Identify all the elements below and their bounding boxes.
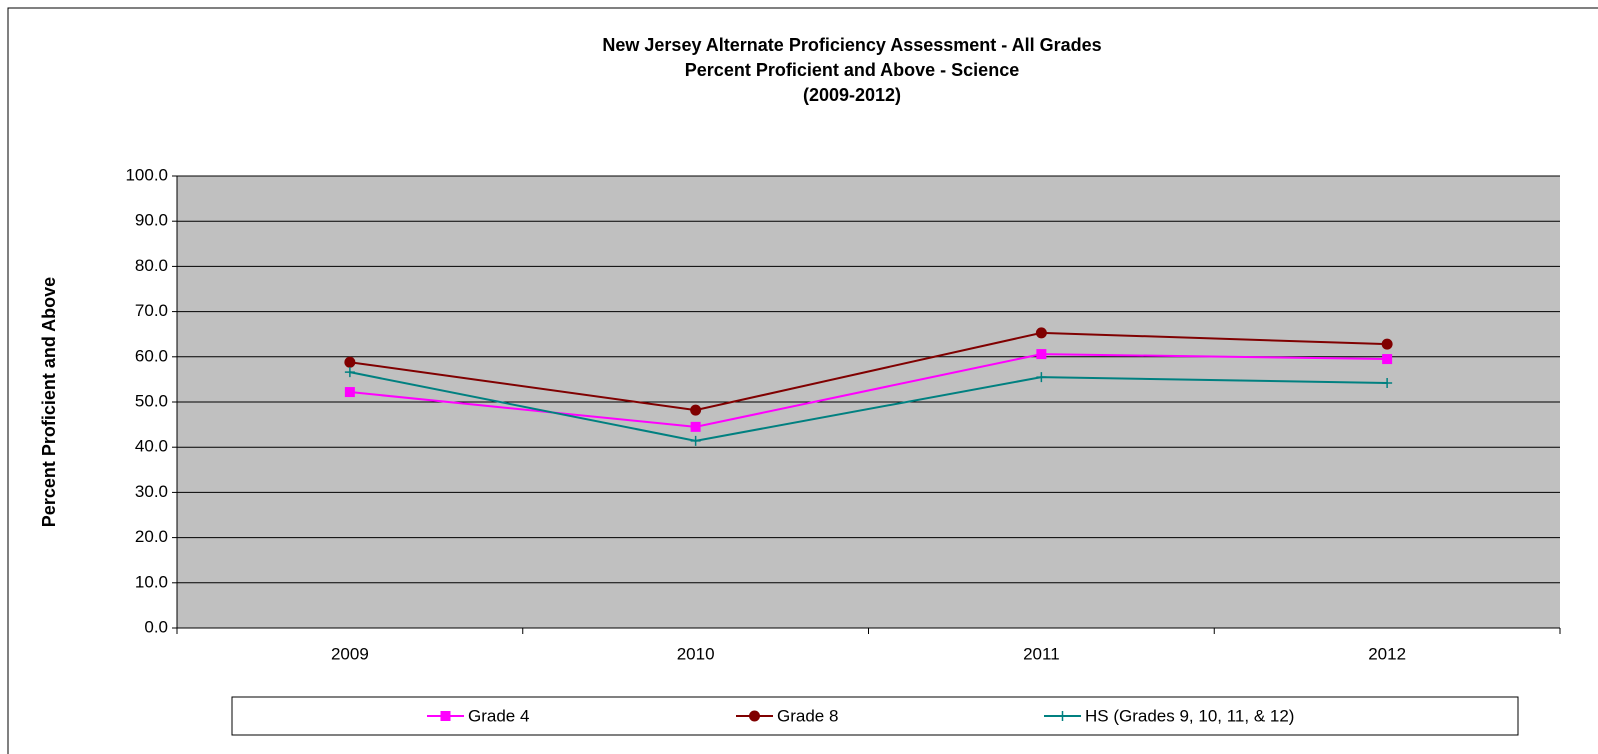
marker <box>690 404 702 416</box>
marker <box>690 421 701 432</box>
legend-marker <box>440 711 451 721</box>
legend-marker <box>749 710 760 722</box>
x-tick-label: 2009 <box>331 644 369 663</box>
y-tick-label: 20.0 <box>135 527 168 546</box>
y-tick-label: 80.0 <box>135 256 168 275</box>
y-tick-label: 70.0 <box>135 301 168 320</box>
series-line <box>349 371 1388 442</box>
y-tick-label: 50.0 <box>135 391 168 410</box>
marker <box>1382 354 1393 365</box>
y-tick-label: 10.0 <box>135 572 168 591</box>
y-tick-label: 30.0 <box>135 482 168 501</box>
marker <box>690 435 701 446</box>
chart-title: Percent Proficient and Above - Science <box>685 60 1019 80</box>
y-tick-label: 60.0 <box>135 346 168 365</box>
series-line <box>349 353 1388 428</box>
x-tick-label: 2010 <box>677 644 715 663</box>
marker <box>1035 327 1047 339</box>
y-tick-label: 100.0 <box>125 165 168 184</box>
legend-label: Grade 8 <box>777 706 838 725</box>
legend-label: HS (Grades 9, 10, 11, & 12) <box>1085 706 1294 725</box>
y-tick-label: 0.0 <box>144 617 168 636</box>
marker <box>1382 378 1393 389</box>
y-tick-label: 40.0 <box>135 437 168 456</box>
y-axis-label: Percent Proficient and Above <box>39 277 59 527</box>
marker <box>1036 349 1047 360</box>
legend-label: Grade 4 <box>468 706 529 725</box>
marker <box>344 356 356 368</box>
x-tick-label: 2012 <box>1368 644 1406 663</box>
chart-title: (2009-2012) <box>803 85 901 105</box>
marker <box>1036 372 1047 383</box>
x-tick-label: 2011 <box>1023 644 1060 663</box>
marker <box>344 387 355 398</box>
series-line <box>349 331 1388 412</box>
legend-marker <box>1057 711 1068 721</box>
chart-title: New Jersey Alternate Proficiency Assessm… <box>602 35 1101 55</box>
marker <box>344 367 355 378</box>
legend <box>231 696 1519 736</box>
y-tick-label: 90.0 <box>135 211 168 230</box>
marker <box>1381 338 1393 350</box>
